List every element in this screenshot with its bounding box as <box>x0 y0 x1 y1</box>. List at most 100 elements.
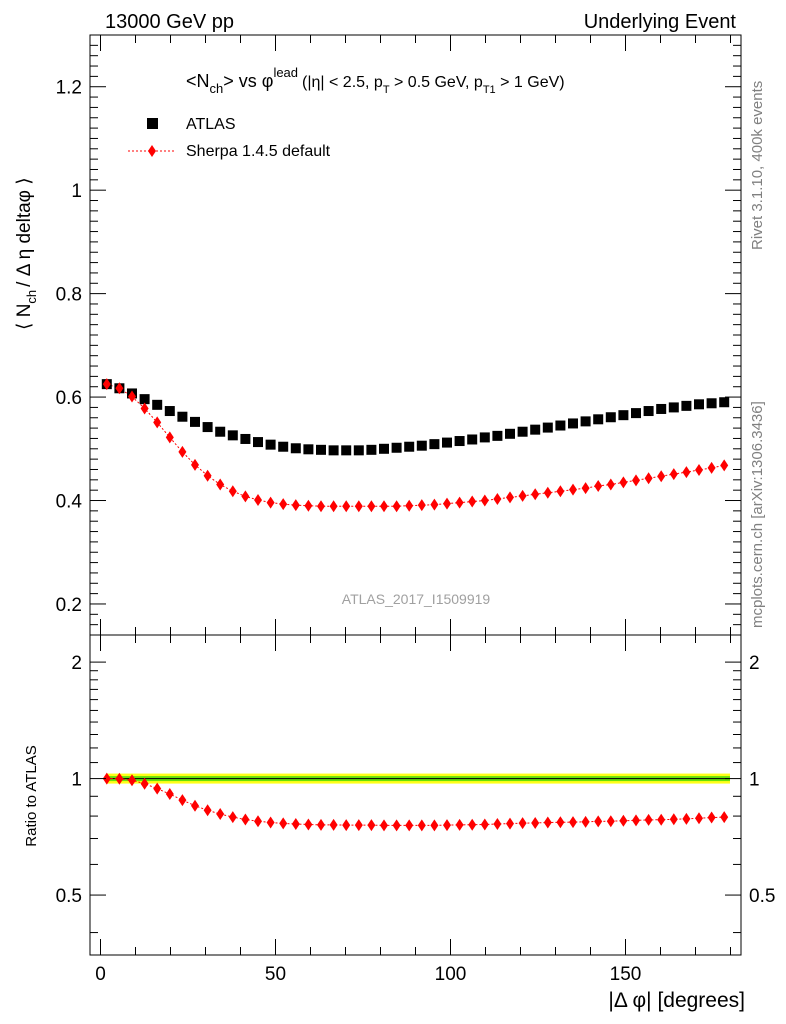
sherpa-point <box>581 482 590 495</box>
atlas-point <box>442 437 452 448</box>
atlas-point <box>580 416 591 427</box>
sherpa-point <box>480 494 489 507</box>
sherpa-point <box>644 472 653 485</box>
sherpa-point <box>695 464 703 476</box>
atlas-point <box>681 400 692 411</box>
xtick-label: 150 <box>610 964 642 985</box>
sherpa-ratio-point <box>367 819 376 832</box>
analysis-watermark: ATLAS_2017_I1509919 <box>342 591 491 607</box>
sherpa-ratio-point <box>128 774 136 787</box>
atlas-point <box>215 426 226 437</box>
atlas-point <box>631 408 641 419</box>
sherpa-ratio-point <box>140 777 149 790</box>
sherpa-point <box>266 496 275 509</box>
atlas-point <box>341 445 352 456</box>
atlas-point <box>177 411 188 422</box>
sherpa-ratio-point <box>304 818 313 831</box>
sherpa-point <box>531 488 540 501</box>
header-left: 13000 GeV pp <box>105 11 234 33</box>
sherpa-ratio-point <box>720 811 729 824</box>
sherpa-point <box>619 476 628 489</box>
sherpa-ratio-point <box>543 816 552 829</box>
sherpa-ratio-point <box>493 818 502 831</box>
sherpa-ratio-point <box>669 813 678 826</box>
sherpa-ratio-point <box>291 818 300 831</box>
sherpa-ratio-point <box>165 788 174 801</box>
legend-atlas-label: ATLAS <box>186 116 236 133</box>
atlas-point <box>404 441 415 452</box>
mcplots-label: mcplots.cern.ch [arXiv:1306.3436] <box>749 401 766 628</box>
sherpa-ratio-point <box>216 807 225 820</box>
sherpa-point <box>153 416 162 429</box>
sherpa-ratio-point <box>241 813 250 826</box>
ratio-ytick-label-right: 2 <box>749 653 760 674</box>
sherpa-point <box>707 461 716 474</box>
main-ytick-label: 0.6 <box>56 388 82 409</box>
atlas-point <box>227 430 238 441</box>
atlas-point <box>694 399 704 410</box>
ratio-ylabel: Ratio to ATLAS <box>23 745 40 846</box>
atlas-point <box>366 444 377 455</box>
xtick-label: 100 <box>435 964 467 985</box>
sherpa-point <box>304 499 313 512</box>
sherpa-ratio-point <box>203 804 212 817</box>
sherpa-ratio-point <box>115 772 124 785</box>
sherpa-ratio-point <box>480 818 489 831</box>
sherpa-main-line <box>106 383 725 507</box>
rivet-label: Rivet 3.1.10, 400k events <box>749 81 766 250</box>
atlas-point <box>379 443 389 454</box>
sherpa-ratio-line <box>106 778 725 826</box>
sherpa-point <box>405 499 414 512</box>
sherpa-point <box>329 500 338 513</box>
sherpa-ratio-point <box>266 816 275 829</box>
atlas-point <box>391 442 402 453</box>
main-ytick-label: 0.4 <box>56 492 83 513</box>
atlas-point <box>265 439 276 450</box>
sherpa-point <box>569 483 577 496</box>
sherpa-ratio-point <box>657 813 666 826</box>
sherpa-point <box>354 500 363 513</box>
sherpa-point <box>102 378 111 391</box>
data-points <box>101 378 730 832</box>
sherpa-point <box>543 486 552 499</box>
sherpa-ratio-point <box>417 819 426 832</box>
atlas-point <box>492 430 503 441</box>
atlas-point <box>517 426 528 437</box>
sherpa-ratio-point <box>606 815 615 828</box>
atlas-point <box>555 420 566 431</box>
sherpa-ratio-point <box>317 818 325 831</box>
sherpa-point <box>430 498 439 511</box>
main-title: <Nch> vs φlead(|η| < 2.5, pT > 0.5 GeV, … <box>186 65 565 96</box>
atlas-point <box>530 424 541 435</box>
sherpa-ratio-point <box>695 812 703 825</box>
sherpa-ratio-point <box>468 818 477 831</box>
ratio-ytick-label-right: 0.5 <box>749 886 775 907</box>
legend-sherpa-marker <box>148 145 156 157</box>
ratio-ytick-label-left: 1 <box>71 770 82 791</box>
atlas-point <box>429 439 440 450</box>
atlas-point <box>668 402 679 413</box>
sherpa-point <box>657 470 666 483</box>
ratio-frame <box>89 634 742 956</box>
sherpa-point <box>455 496 464 509</box>
sherpa-point <box>720 459 729 472</box>
sherpa-ratio-point <box>531 816 540 829</box>
sherpa-point <box>506 491 514 504</box>
legend-atlas-marker <box>147 118 158 129</box>
atlas-point <box>643 406 654 417</box>
atlas-point <box>454 436 465 447</box>
xtick-label: 50 <box>265 964 286 985</box>
sherpa-point <box>291 499 300 512</box>
atlas-point <box>618 410 629 421</box>
ratio-ytick-label-right: 1 <box>749 770 760 791</box>
legend: ATLAS Sherpa 1.4.5 default <box>128 116 331 160</box>
atlas-point <box>505 428 515 439</box>
atlas-point <box>328 445 339 456</box>
sherpa-point <box>682 466 691 479</box>
sherpa-point <box>380 500 388 513</box>
sherpa-point <box>392 500 401 513</box>
sherpa-point <box>228 485 237 498</box>
sherpa-point <box>203 469 212 482</box>
atlas-point <box>568 418 578 429</box>
sherpa-ratio-point <box>569 816 577 829</box>
